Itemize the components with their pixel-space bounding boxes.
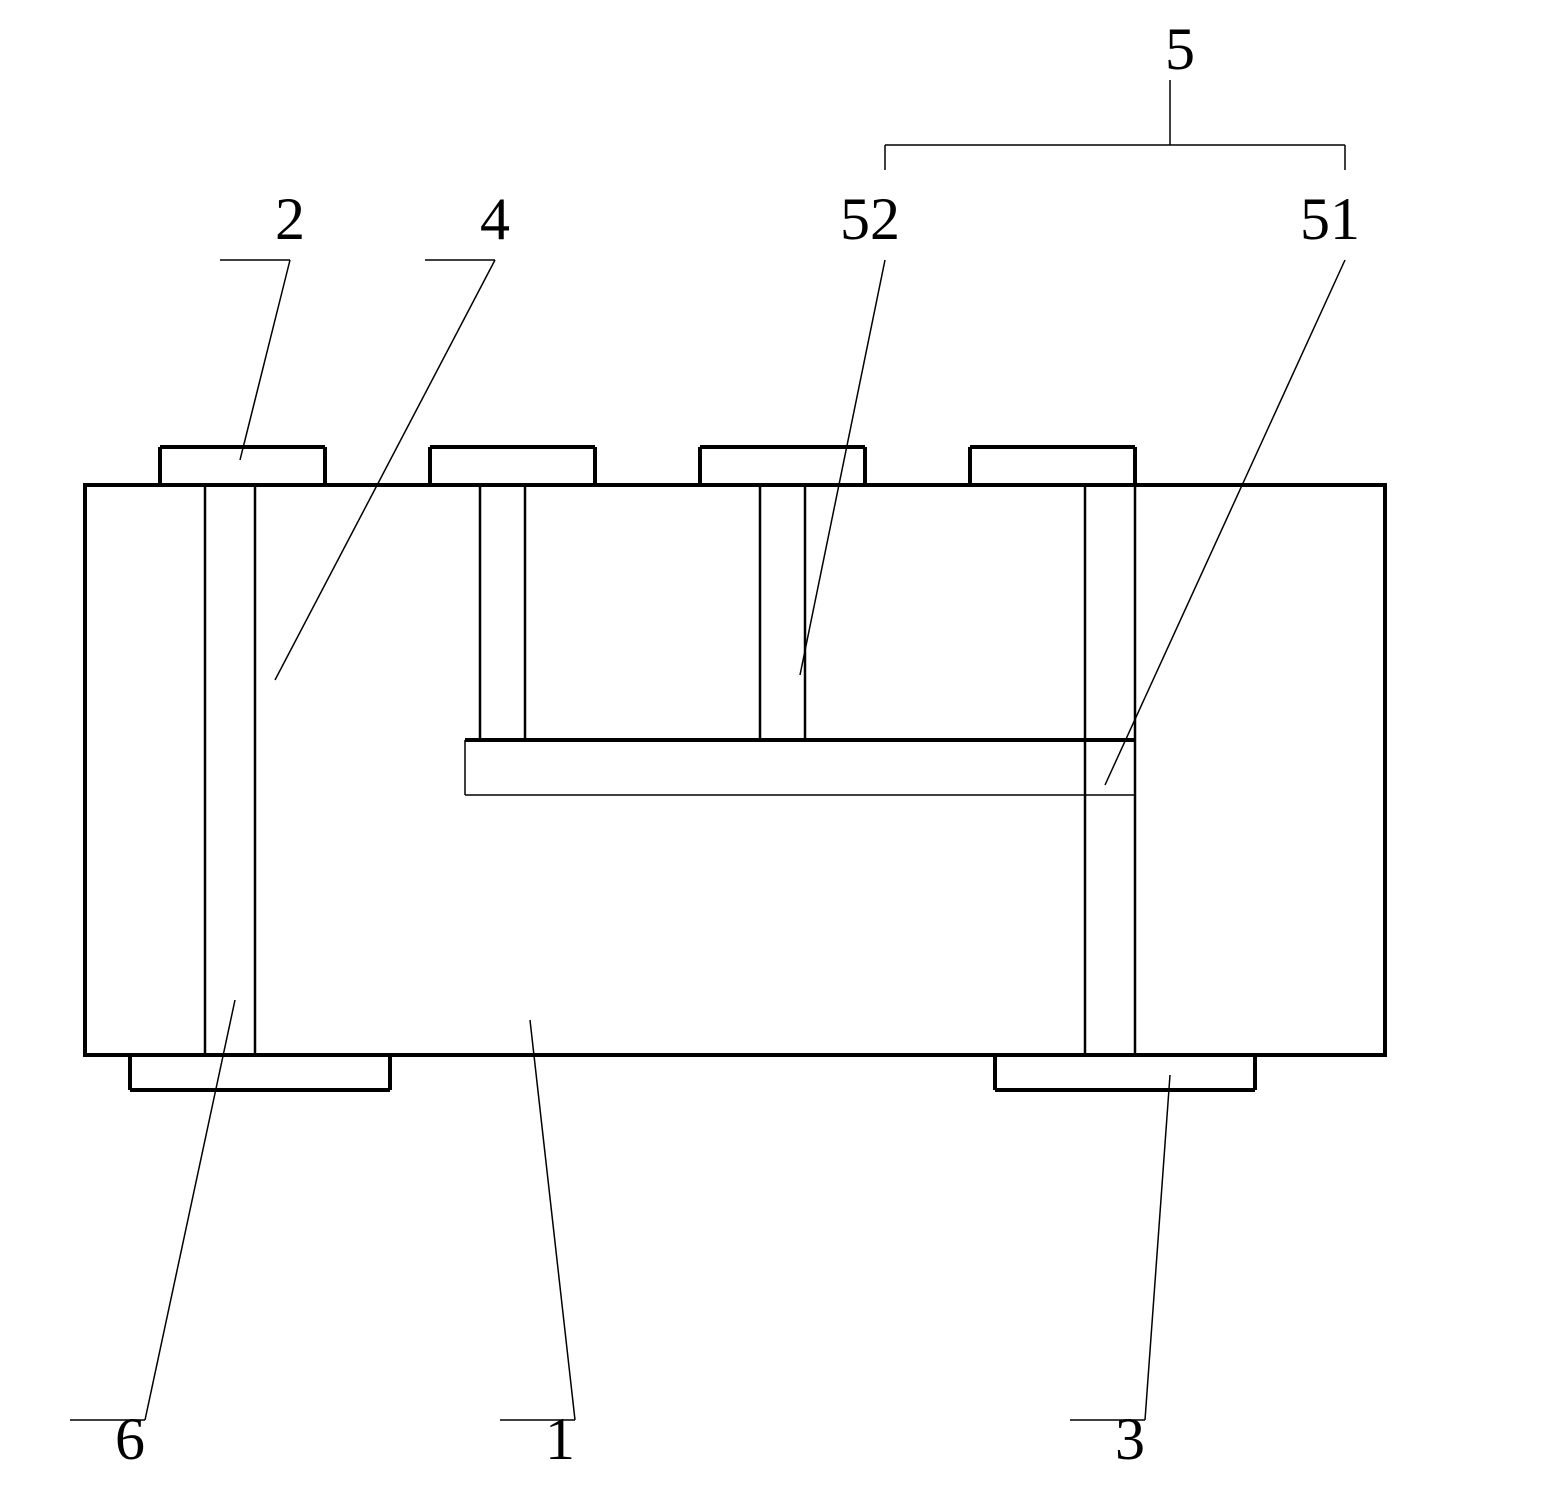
label-l4: 4 — [480, 186, 510, 252]
label-l6: 6 — [115, 1406, 145, 1472]
mid-column-a — [480, 485, 525, 740]
cross-bar — [465, 740, 1135, 795]
svg-text:51: 51 — [1300, 186, 1360, 252]
svg-text:2: 2 — [275, 186, 305, 252]
right-column — [1085, 485, 1135, 1055]
leader-l4 — [275, 260, 495, 680]
leader-l3 — [1070, 1075, 1170, 1420]
label-l5: 5 — [1165, 16, 1195, 82]
svg-text:6: 6 — [115, 1406, 145, 1472]
svg-text:5: 5 — [1165, 16, 1195, 82]
svg-text:4: 4 — [480, 186, 510, 252]
leader-l2 — [220, 260, 290, 460]
svg-text:1: 1 — [545, 1406, 575, 1472]
bottom-tab-0 — [130, 1055, 390, 1090]
svg-text:3: 3 — [1115, 1406, 1145, 1472]
leader-l6 — [70, 1000, 235, 1420]
bottom-tab-1 — [995, 1055, 1255, 1090]
main-body — [85, 485, 1385, 1055]
top-tab-1 — [430, 447, 595, 485]
label-l1: 1 — [545, 1406, 575, 1472]
bracket-5 — [885, 80, 1345, 170]
label-l2: 2 — [275, 186, 305, 252]
mid-column-b — [760, 485, 805, 740]
left-column — [205, 485, 255, 1055]
leader-l1 — [500, 1020, 575, 1420]
svg-text:52: 52 — [840, 186, 900, 252]
label-l3: 3 — [1115, 1406, 1145, 1472]
label-l52: 52 — [840, 186, 900, 252]
leader-l51 — [1105, 260, 1345, 785]
leader-l52 — [800, 260, 885, 675]
top-tab-3 — [970, 447, 1135, 485]
label-l51: 51 — [1300, 186, 1360, 252]
